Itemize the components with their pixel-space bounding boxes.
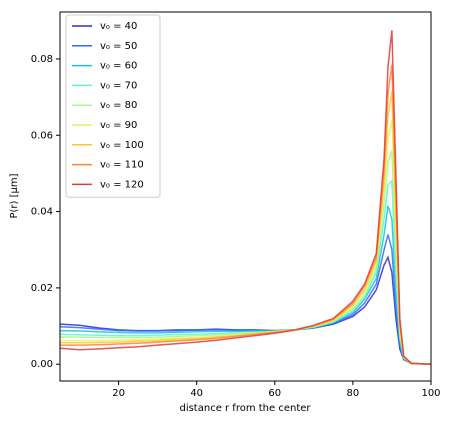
plot-area xyxy=(60,30,431,365)
legend-label: v₀ = 70 xyxy=(100,80,137,91)
x-tick-label: 40 xyxy=(190,388,203,399)
legend-label: v₀ = 80 xyxy=(100,100,137,111)
y-tick-label: 0.06 xyxy=(31,130,53,141)
y-axis-label: P(r) [μm] xyxy=(9,173,20,218)
x-tick-label: 80 xyxy=(347,388,360,399)
y-tick-label: 0.08 xyxy=(31,54,53,65)
legend-label: v₀ = 110 xyxy=(100,160,144,171)
legend-label: v₀ = 60 xyxy=(100,61,137,72)
y-tick-label: 0.00 xyxy=(31,359,53,370)
legend-label: v₀ = 100 xyxy=(100,140,144,151)
plot-frame xyxy=(59,11,432,382)
x-tick-label: 60 xyxy=(268,388,281,399)
y-tick-label: 0.04 xyxy=(31,207,53,218)
series-line xyxy=(60,30,431,365)
legend-label: v₀ = 50 xyxy=(100,41,137,52)
legend-label: v₀ = 40 xyxy=(100,21,137,32)
x-tick-label: 20 xyxy=(112,388,125,399)
x-tick-label: 100 xyxy=(421,388,440,399)
legend-box xyxy=(65,14,161,198)
legend-label: v₀ = 120 xyxy=(100,179,144,190)
legend-label: v₀ = 90 xyxy=(100,120,137,131)
x-axis-label: distance r from the center xyxy=(179,403,311,414)
y-tick-label: 0.02 xyxy=(31,283,53,294)
